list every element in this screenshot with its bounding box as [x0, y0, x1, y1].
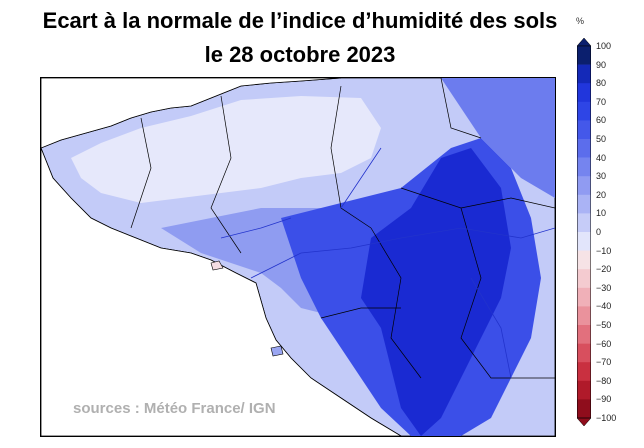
island — [270, 345, 284, 357]
scale-tick-label: 90 — [596, 59, 607, 70]
scale-swatch — [577, 194, 591, 214]
scale-swatch — [577, 101, 591, 121]
scale-swatch — [577, 157, 591, 177]
source-credit: sources : Météo France/ IGN — [73, 400, 276, 417]
scale-tick-label: −40 — [596, 301, 612, 312]
scale-swatch — [577, 250, 591, 270]
scale-tick-label: −70 — [596, 357, 612, 368]
scale-swatch — [577, 380, 591, 400]
scale-tick-label: −90 — [596, 394, 612, 405]
scale-tick-label: 70 — [596, 96, 607, 107]
soil-moisture-map — [41, 78, 555, 436]
scale-swatch — [577, 120, 591, 140]
sea-west — [41, 147, 402, 436]
scale-tick-label: 100 — [596, 41, 612, 51]
scale-swatch — [577, 232, 591, 251]
scale-swatch — [577, 399, 591, 419]
legend-unit: % — [576, 16, 585, 26]
scale-tick-label: −50 — [596, 320, 612, 330]
scale-tick-label: −60 — [596, 338, 612, 349]
scale-tick-label: 50 — [596, 134, 607, 144]
scale-tick-label: −100 — [596, 413, 617, 423]
scale-tick-label: 30 — [596, 171, 607, 182]
scale-swatch — [577, 306, 591, 326]
scale-arrow-bottom — [577, 417, 591, 426]
map-title-line2: le 28 octobre 2023 — [204, 42, 396, 67]
scale-swatch — [577, 83, 591, 103]
sea-north — [41, 78, 342, 149]
island — [210, 260, 224, 271]
scale-swatch — [577, 213, 591, 233]
scale-tick-label: −30 — [596, 282, 612, 293]
scale-tick-label: −80 — [596, 375, 612, 386]
scale-swatch — [577, 176, 591, 196]
scale-swatch — [577, 362, 591, 382]
zone-max — [361, 148, 511, 436]
scale-arrow-top — [577, 38, 591, 47]
zone-east — [441, 78, 555, 198]
scale-tick-label: 80 — [596, 78, 607, 89]
scale-swatch — [577, 325, 591, 344]
rivers — [220, 147, 555, 379]
scale-swatch — [577, 269, 591, 289]
scale-swatch — [577, 64, 591, 84]
scale-tick-label: 0 — [596, 227, 602, 237]
scale-tick-label: −10 — [596, 245, 612, 256]
scale-tick-label: −20 — [596, 264, 612, 275]
department-borders — [130, 78, 555, 379]
scale-tick-label: 60 — [596, 115, 607, 126]
scale-swatch — [577, 139, 591, 158]
scale-swatch — [577, 287, 591, 307]
scale-tick-label: 20 — [596, 189, 607, 200]
scale-swatch — [577, 46, 591, 65]
scale-tick-label: 10 — [596, 208, 607, 219]
scale-swatch — [577, 343, 591, 363]
color-scale-bar — [577, 38, 591, 426]
map-title-line1: Ecart à la normale de l’indice d’humidit… — [42, 8, 558, 33]
scale-tick-label: 40 — [596, 152, 607, 163]
map-area — [40, 77, 556, 437]
color-scale-labels: 100 90 80 70 60 50 40 30 20 10 0 −10 −20 −30 −40 −50 −60… — [596, 38, 642, 426]
